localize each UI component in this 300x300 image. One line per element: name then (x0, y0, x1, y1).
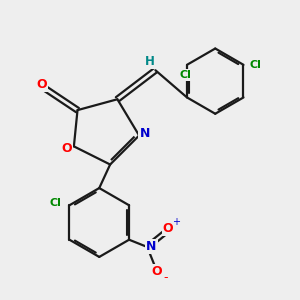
Text: Cl: Cl (50, 199, 62, 208)
Text: N: N (140, 127, 150, 140)
Text: +: + (172, 217, 180, 226)
Text: O: O (163, 222, 173, 235)
Text: O: O (152, 265, 162, 278)
Text: H: H (145, 55, 155, 68)
Text: -: - (164, 271, 168, 284)
Text: O: O (61, 142, 72, 155)
Text: Cl: Cl (249, 60, 261, 70)
Text: N: N (146, 240, 157, 253)
Text: Cl: Cl (179, 70, 191, 80)
Text: O: O (36, 78, 46, 91)
